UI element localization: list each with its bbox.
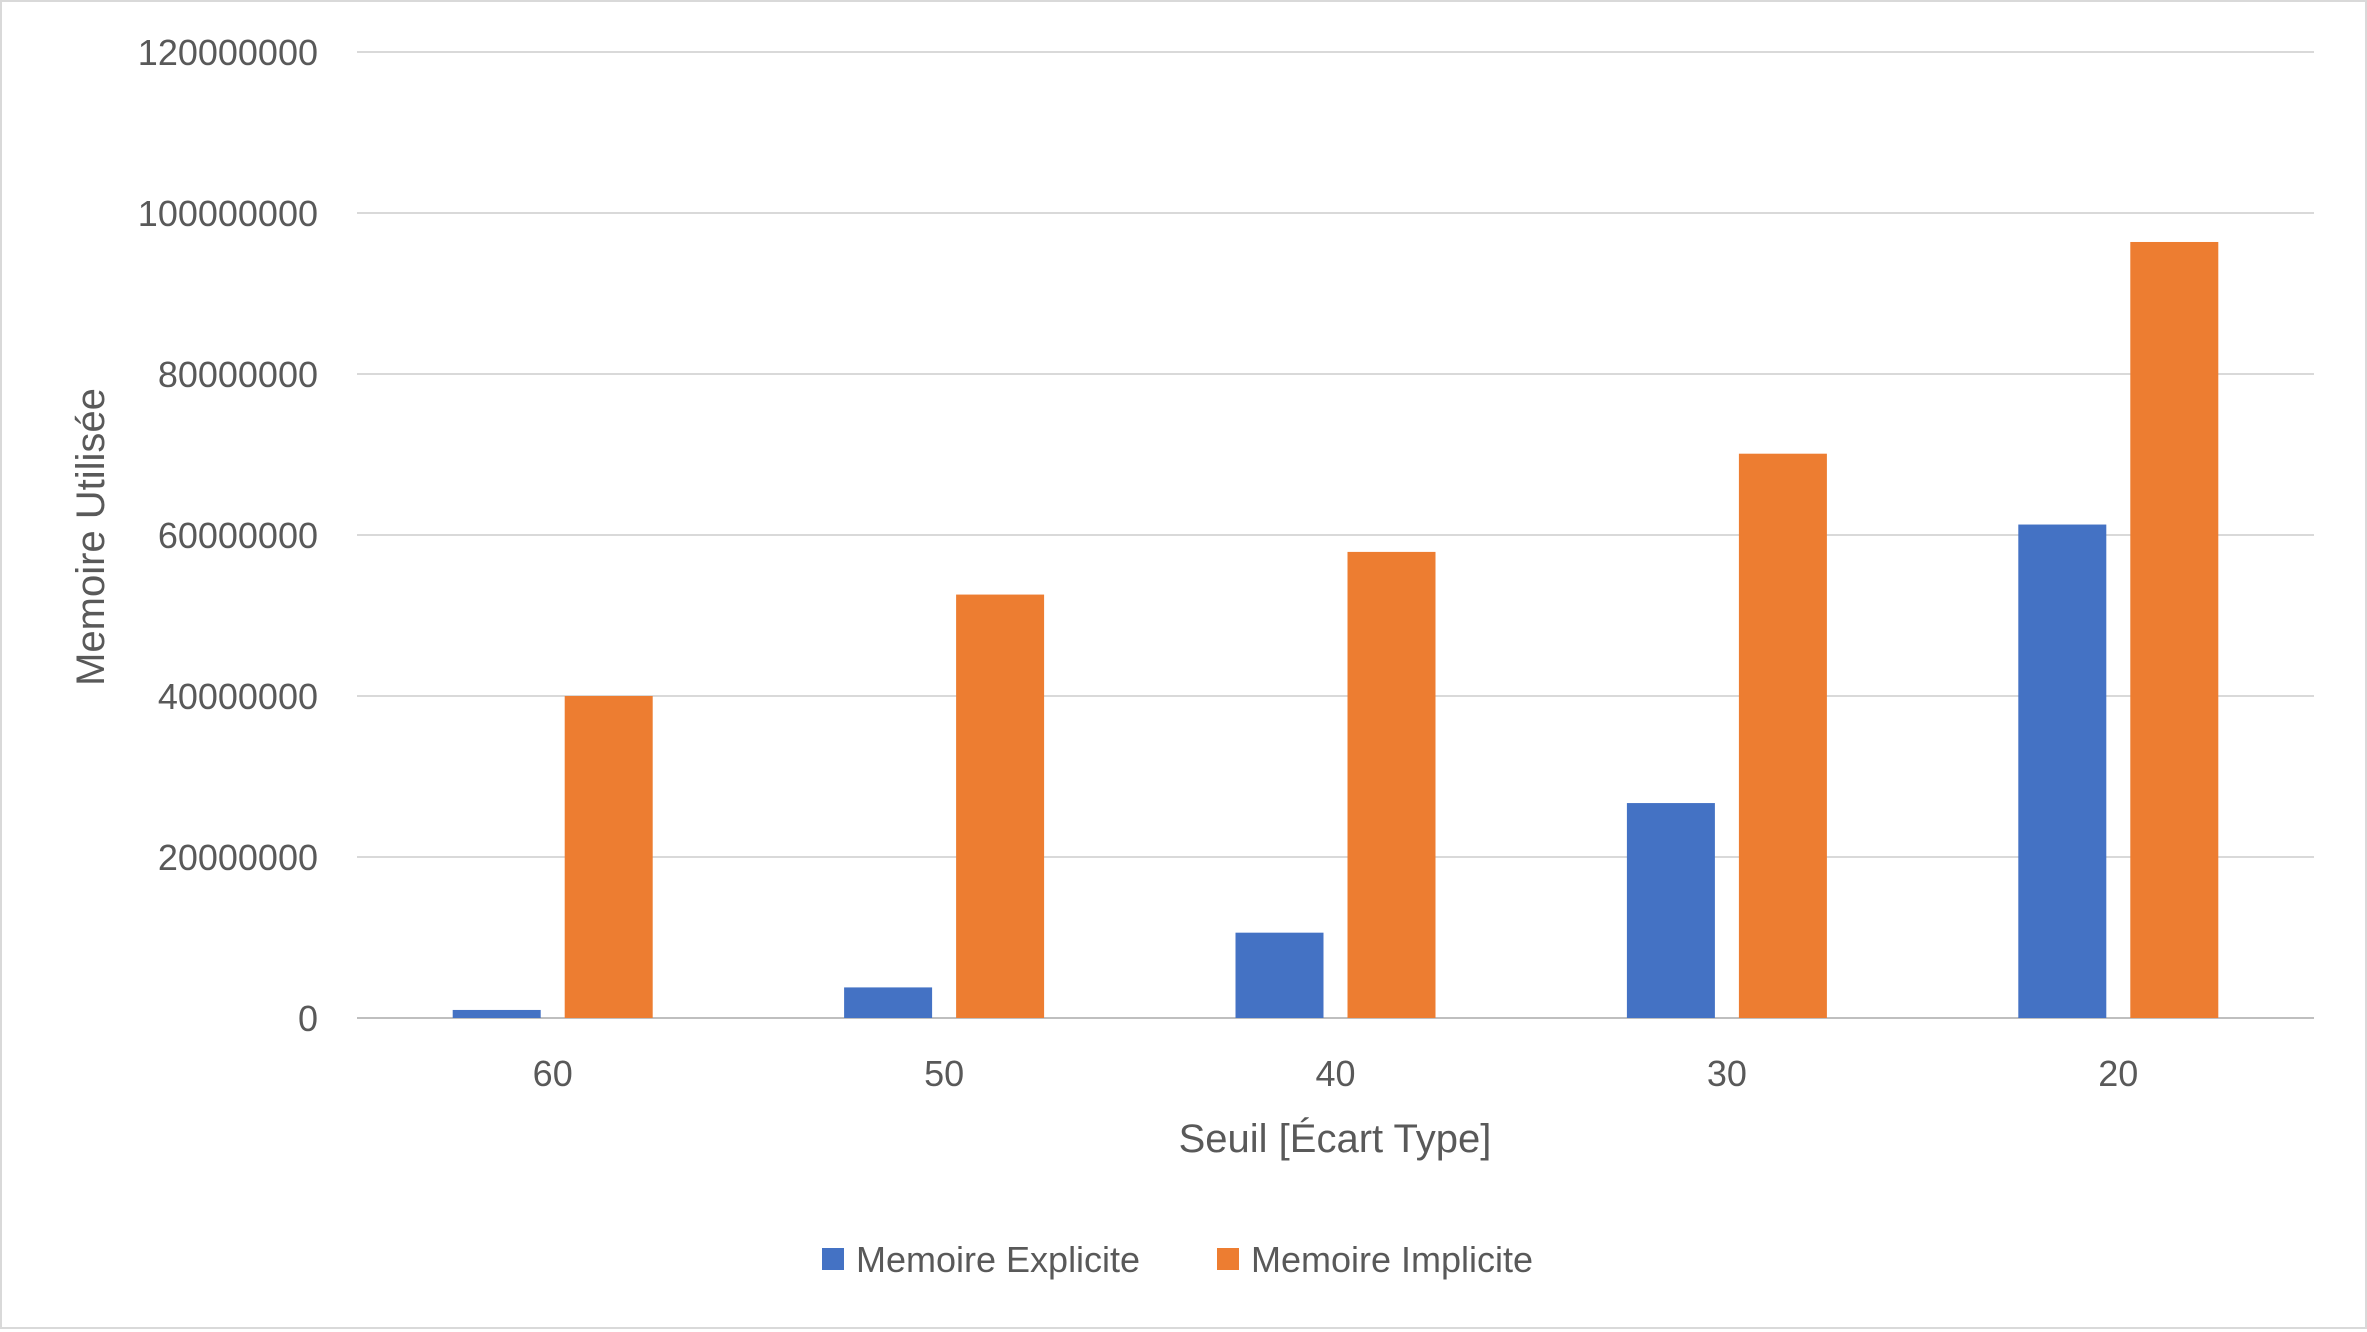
- x-axis-ticks: 60 50 40 30 20: [533, 1053, 2139, 1094]
- y-tick-label: 120000000: [138, 32, 318, 73]
- x-tick-label: 50: [924, 1053, 964, 1094]
- bar-implicit-20: [2130, 241, 2219, 1019]
- x-axis-title: Seuil [Écart Type]: [1179, 1116, 1492, 1161]
- bar-explicit-20: [2018, 524, 2107, 1018]
- y-tick-label: 100000000: [138, 193, 318, 234]
- bar-explicit-40: [1235, 932, 1324, 1018]
- bar-implicit-40: [1347, 551, 1436, 1018]
- gridlines: [357, 51, 2314, 1019]
- x-tick-label: 40: [1315, 1053, 1355, 1094]
- x-tick-label: 20: [2098, 1053, 2138, 1094]
- bar-implicit-50: [956, 594, 1045, 1018]
- y-tick-label: 20000000: [158, 837, 318, 878]
- legend-swatch-explicit: [822, 1248, 844, 1270]
- bar-implicit-60: [564, 696, 653, 1018]
- bar-explicit-30: [1626, 803, 1715, 1018]
- legend-label-implicit: Memoire Implicite: [1251, 1239, 1533, 1280]
- bar-implicit-30: [1738, 453, 1827, 1018]
- y-tick-label: 0: [298, 998, 318, 1039]
- bar-explicit-60: [452, 1009, 541, 1018]
- legend-swatch-implicit: [1217, 1248, 1239, 1270]
- y-tick-label: 80000000: [158, 354, 318, 395]
- y-tick-label: 60000000: [158, 515, 318, 556]
- x-tick-label: 60: [533, 1053, 573, 1094]
- y-tick-label: 40000000: [158, 676, 318, 717]
- legend-label-explicit: Memoire Explicite: [856, 1239, 1140, 1280]
- bars: [452, 241, 2219, 1019]
- y-axis-title: Memoire Utilisée: [69, 388, 113, 686]
- y-axis-ticks: 0 20000000 40000000 60000000 80000000 1000000…: [138, 32, 318, 1039]
- x-tick-label: 30: [1707, 1053, 1747, 1094]
- legend: Memoire Explicite Memoire Implicite: [822, 1239, 1533, 1280]
- bar-explicit-50: [844, 987, 933, 1018]
